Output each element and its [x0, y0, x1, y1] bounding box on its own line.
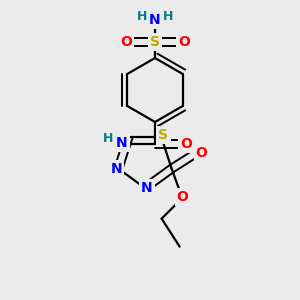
Text: N: N	[116, 136, 128, 150]
Text: S: S	[158, 128, 169, 142]
Text: O: O	[180, 137, 192, 151]
Text: N: N	[141, 181, 153, 195]
Text: N: N	[149, 13, 161, 27]
Text: O: O	[177, 190, 189, 204]
Text: S: S	[150, 35, 160, 49]
Text: H: H	[103, 131, 113, 145]
Text: O: O	[178, 35, 190, 49]
Text: N: N	[111, 162, 122, 176]
Text: H: H	[163, 10, 173, 22]
Text: O: O	[196, 146, 208, 160]
Text: O: O	[120, 35, 132, 49]
Text: H: H	[137, 10, 147, 22]
